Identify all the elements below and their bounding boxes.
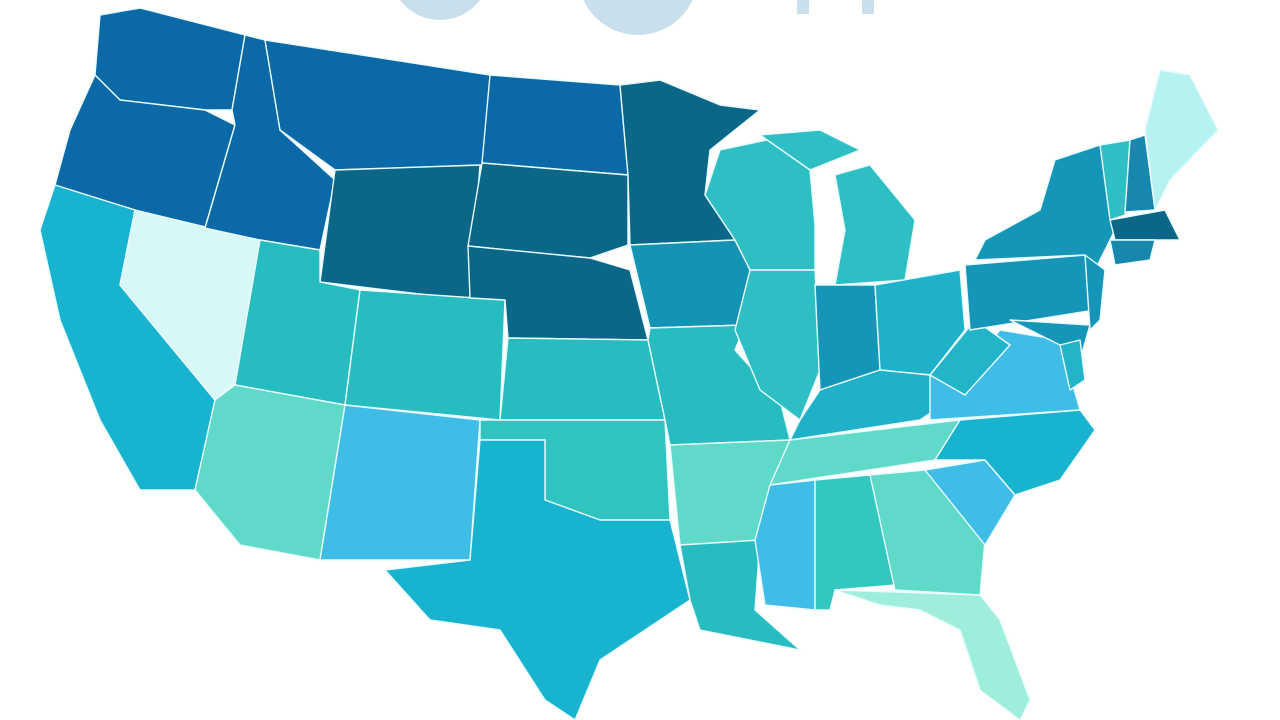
state-region [384, 439, 691, 720]
state-region [834, 589, 1031, 720]
state-region [319, 404, 481, 561]
share-icon[interactable] [390, 0, 490, 20]
share-icon[interactable] [862, 0, 874, 14]
state-region [94, 7, 246, 111]
state-region [1109, 239, 1156, 266]
state-region [1099, 139, 1131, 221]
state-region [964, 254, 1096, 331]
share-icon[interactable] [578, 0, 698, 35]
state-region [344, 289, 506, 421]
states [39, 7, 1219, 720]
state-region [1109, 209, 1181, 241]
state-region [869, 469, 986, 596]
state-region [1084, 254, 1106, 331]
state-region [467, 162, 629, 259]
state-region [1144, 69, 1219, 211]
share-icon[interactable] [797, 0, 809, 14]
state-region [481, 74, 629, 176]
state-region [619, 79, 761, 246]
state-region [974, 144, 1116, 271]
state-region [499, 337, 666, 421]
state-region [194, 384, 346, 561]
state-region [929, 319, 1011, 396]
state-region [874, 269, 966, 376]
state-region [1059, 339, 1086, 391]
state-region [319, 164, 481, 301]
state-region [934, 409, 1096, 496]
state-region [754, 479, 816, 611]
